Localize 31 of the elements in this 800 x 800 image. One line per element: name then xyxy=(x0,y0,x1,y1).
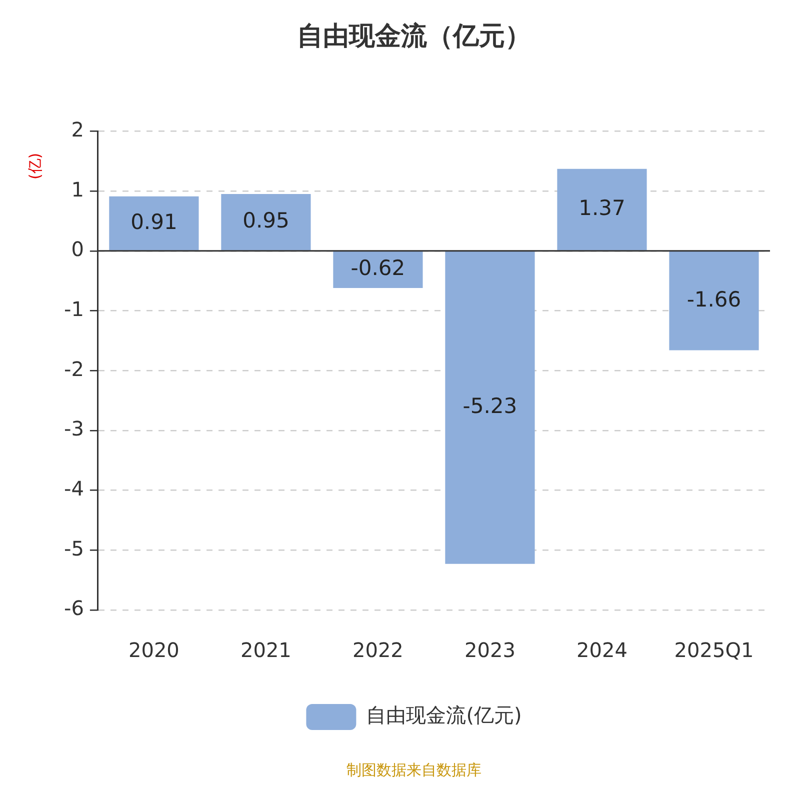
x-tick-label: 2024 xyxy=(576,638,628,662)
y-tick-label: -1 xyxy=(64,296,84,321)
bar xyxy=(669,252,759,350)
y-axis-title: (亿) xyxy=(26,152,44,180)
x-tick-label: 2022 xyxy=(352,638,404,662)
y-tick-label: 0 xyxy=(71,237,84,262)
bar xyxy=(221,194,311,250)
data-label: -5.23 xyxy=(462,394,518,418)
y-tick-label: -6 xyxy=(64,596,84,620)
bar xyxy=(557,168,647,250)
y-tick-label: -2 xyxy=(64,356,84,381)
x-tick-label: 2020 xyxy=(128,638,180,662)
data-label: 0.95 xyxy=(242,208,290,233)
bar xyxy=(445,252,535,564)
data-label: -1.66 xyxy=(686,287,742,312)
legend-label: 自由现金流(亿元) xyxy=(366,703,522,728)
y-tick-label: -5 xyxy=(64,536,84,560)
x-tick-label: 2021 xyxy=(240,638,292,662)
y-tick-label: 2 xyxy=(71,117,84,142)
x-tick-label: 2025Q1 xyxy=(674,638,754,662)
y-tick-label: -4 xyxy=(64,476,84,501)
x-tick-label: 2023 xyxy=(464,638,516,662)
y-tick-label: 1 xyxy=(71,177,84,202)
y-tick-label: -3 xyxy=(64,416,84,441)
text: 制图数据来自数据库 xyxy=(346,760,482,779)
chart-title: 自由现金流（亿元） xyxy=(297,21,531,52)
bar xyxy=(109,196,199,250)
data-label: 1.37 xyxy=(578,196,626,220)
data-label: -0.62 xyxy=(350,256,406,280)
data-label: 0.91 xyxy=(130,210,178,234)
bar xyxy=(333,252,423,288)
